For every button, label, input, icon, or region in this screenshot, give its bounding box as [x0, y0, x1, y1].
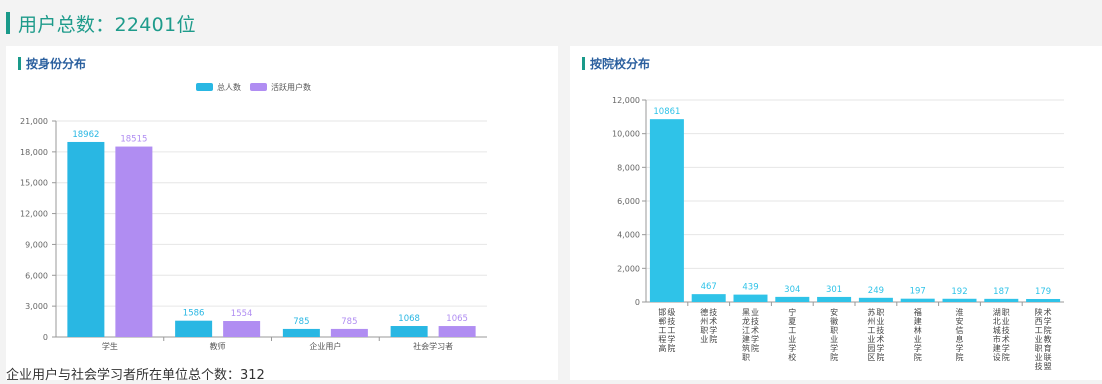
bar-school	[984, 298, 1019, 302]
y-tick-label: 9,000	[25, 240, 48, 249]
y-tick-label: 12,000	[612, 96, 640, 105]
bar-school	[858, 297, 893, 302]
x-tick-label: 宁夏工业学校	[788, 307, 796, 362]
x-tick-label: 陕西工业职业技术学院教育联盟	[1035, 307, 1052, 371]
bar-total	[390, 326, 428, 337]
y-tick-label: 12,000	[20, 210, 48, 219]
bar-value-label: 187	[993, 287, 1009, 297]
bar-value-label: 10861	[653, 107, 680, 117]
y-tick-label: 0	[43, 333, 48, 342]
bar-active	[330, 328, 368, 337]
bar-value-label: 249	[868, 286, 884, 296]
page-header: 用户总数：22401位	[6, 10, 196, 36]
panel-title-mark	[18, 56, 21, 70]
bar-total	[282, 328, 320, 337]
y-tick-label: 6,000	[617, 197, 640, 206]
bar-active	[438, 326, 476, 337]
y-tick-label: 2,000	[617, 264, 640, 273]
bar-value-label: 18962	[72, 130, 99, 140]
bar-school	[775, 296, 810, 302]
bar-active	[115, 146, 153, 337]
school-bar-chart: 0 2,000 4,000 6,000 8,000 10,000 12,000 10861 邯郸…	[612, 96, 1064, 371]
school-panel-title: 按院校分布	[582, 55, 650, 71]
x-tick-label: 淮安信息学院	[956, 307, 964, 362]
y-tick-label: 4,000	[617, 231, 640, 240]
bar-value-label: 1068	[398, 314, 420, 324]
bar-school	[817, 296, 852, 302]
x-tick-label: 苏州工业园区职业技术学院	[867, 307, 884, 362]
bar-value-label: 197	[910, 287, 926, 297]
x-tick-label: 湖北城市建设职业技术学院	[993, 308, 1010, 362]
bar-school	[900, 298, 935, 302]
bar-total	[175, 320, 213, 337]
school-panel-title-text: 按院校分布	[590, 56, 651, 71]
x-tick-label: 安徽职业学院	[830, 307, 838, 362]
bar-value-label: 192	[951, 287, 967, 297]
bar-value-label: 18515	[120, 135, 147, 145]
panel-title-mark	[582, 56, 585, 70]
footer-unit-count: 企业用户与社会学习者所在单位总个数：312	[6, 368, 265, 383]
identity-panel-title-text: 按身份分布	[26, 56, 87, 71]
bar-value-label: 1065	[446, 314, 468, 324]
y-tick-label: 0	[635, 298, 640, 307]
y-tick-label: 10,000	[612, 130, 640, 139]
bar-value-label: 1554	[231, 309, 253, 319]
x-tick-label: 福建林业学院	[914, 308, 922, 362]
y-tick-label: 8,000	[617, 163, 640, 172]
bar-active	[223, 321, 261, 337]
bar-value-label: 179	[1035, 287, 1051, 297]
legend-label-1: 总人数	[217, 82, 241, 92]
identity-panel-title: 按身份分布	[18, 55, 86, 71]
bar-school	[649, 119, 684, 303]
y-tick-label: 6,000	[25, 271, 48, 280]
chart-legend: 总人数 活跃用户数	[196, 82, 311, 92]
bar-school	[733, 294, 768, 302]
bar-value-label: 785	[341, 317, 357, 327]
bar-school	[1026, 298, 1061, 302]
y-tick-label: 3,000	[25, 302, 48, 311]
identity-bar-chart: 总人数 活跃用户数 0 3,000 6,000 9,000 12,000 15,000 18,0…	[20, 82, 487, 351]
legend-swatch-1	[196, 83, 213, 91]
x-tick-label: 企业用户	[309, 341, 341, 351]
bar-school	[942, 298, 977, 302]
y-tick-label: 21,000	[20, 117, 48, 126]
bar-value-label: 301	[826, 285, 842, 295]
legend-swatch-2	[250, 83, 267, 91]
x-tick-label: 邯郸工程高级技工学院	[658, 307, 675, 353]
x-tick-label: 学生	[102, 341, 118, 351]
x-tick-label: 教师	[210, 341, 226, 351]
y-tick-label: 18,000	[20, 148, 48, 157]
bar-value-label: 1586	[183, 309, 205, 319]
bar-school	[691, 294, 726, 302]
bar-value-label: 304	[784, 285, 800, 295]
page-title: 用户总数：22401位	[18, 13, 196, 36]
x-tick-label: 德州职业技术学院	[700, 307, 717, 344]
x-tick-label: 黑龙江建筑职业技术学院	[742, 307, 759, 362]
identity-distribution-panel: 按身份分布 总人数 活跃用户数 0 3,000 6,000 9,000 12,000 15,0…	[6, 46, 558, 380]
bar-value-label: 439	[742, 283, 758, 293]
x-tick-label: 社会学习者	[413, 341, 453, 351]
bar-value-label: 785	[293, 317, 309, 327]
legend-label-2: 活跃用户数	[271, 82, 311, 92]
y-tick-label: 15,000	[20, 179, 48, 188]
bar-value-label: 467	[701, 282, 717, 292]
header-accent-bar	[6, 12, 10, 34]
bar-total	[67, 141, 105, 337]
school-distribution-panel: 按院校分布 0 2,000 4,000 6,000 8,000 10,000 12,000 1…	[570, 46, 1102, 380]
